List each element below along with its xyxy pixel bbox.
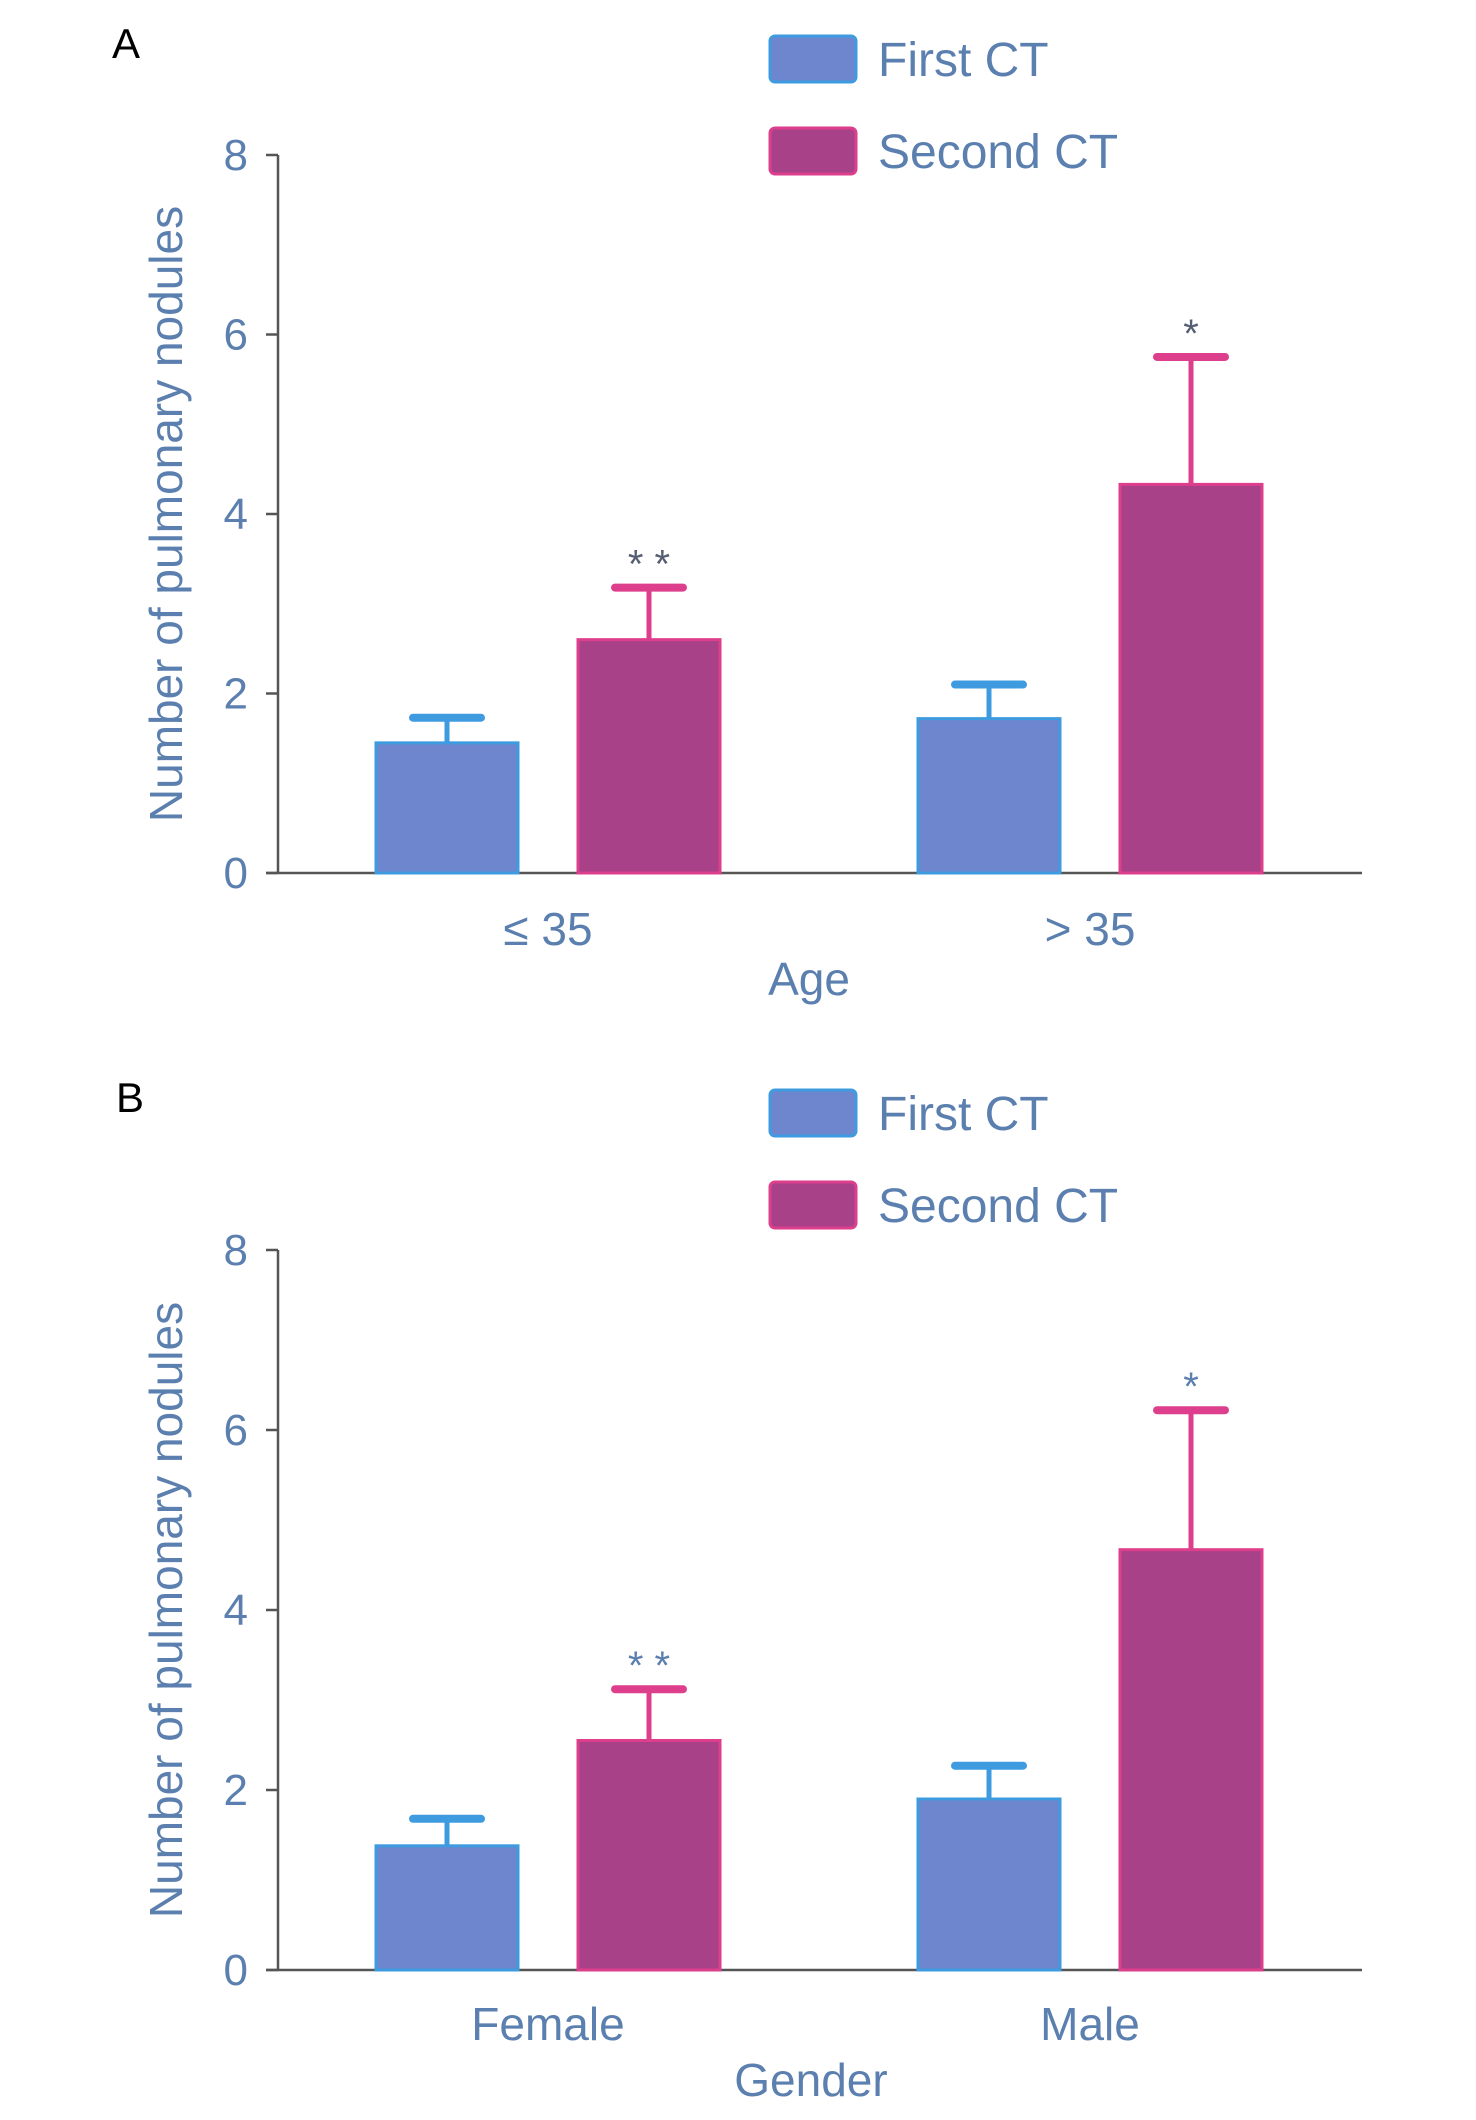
bar-first-ct (374, 1844, 520, 1972)
y-tick-label: 2 (224, 1766, 248, 1815)
x-axis-title: Gender (734, 2054, 887, 2106)
legend-label-first-ct: First CT (878, 1088, 1049, 1141)
y-tick-label: 4 (224, 490, 248, 539)
y-tick-label: 8 (224, 131, 248, 180)
bar-first-ct (916, 717, 1062, 875)
bar-first-ct (374, 741, 520, 875)
bar-first-ct (916, 1797, 1062, 1972)
panel-letter: B (116, 1074, 144, 1121)
x-category-label: > 35 (1045, 903, 1136, 955)
x-category-label: ≤ 35 (503, 903, 592, 955)
x-category-label: Female (471, 1998, 624, 2050)
x-category-label: Male (1040, 1998, 1140, 2050)
panel-b: B First CT Second CT 0 2 4 6 8 Number of pulmona… (116, 1074, 1362, 2106)
y-tick-label: 6 (224, 1406, 248, 1455)
legend-swatch-first-ct (768, 1088, 858, 1138)
significance-marker: * * (628, 543, 670, 587)
significance-marker: * (1183, 1365, 1199, 1409)
significance-marker: * (1183, 312, 1199, 356)
significance-marker: * * (628, 1644, 670, 1688)
panel-a: A First CT Second CT 0 2 4 6 8 Number of pulmona… (112, 20, 1362, 1005)
legend-swatch-second-ct (768, 126, 858, 176)
legend-swatch-second-ct (768, 1180, 858, 1230)
y-tick-label: 0 (224, 849, 248, 898)
y-tick-label: 4 (224, 1586, 248, 1635)
y-tick-label: 6 (224, 311, 248, 360)
y-axis-title: Number of pulmonary nodules (140, 206, 192, 822)
y-tick-label: 8 (224, 1226, 248, 1275)
bar-second-ct (576, 638, 722, 875)
y-tick-label: 2 (224, 670, 248, 719)
bar-second-ct (576, 1739, 722, 1972)
x-axis-title: Age (768, 953, 850, 1005)
y-tick-label: 0 (224, 1946, 248, 1995)
y-axis-title: Number of pulmonary nodules (140, 1302, 192, 1918)
panel-letter: A (112, 20, 140, 67)
legend-label-second-ct: Second CT (878, 1180, 1118, 1233)
legend-label-second-ct: Second CT (878, 126, 1118, 179)
legend-label-first-ct: First CT (878, 34, 1049, 87)
bar-second-ct (1118, 482, 1264, 875)
bar-second-ct (1118, 1548, 1264, 1972)
legend-swatch-first-ct (768, 34, 858, 84)
